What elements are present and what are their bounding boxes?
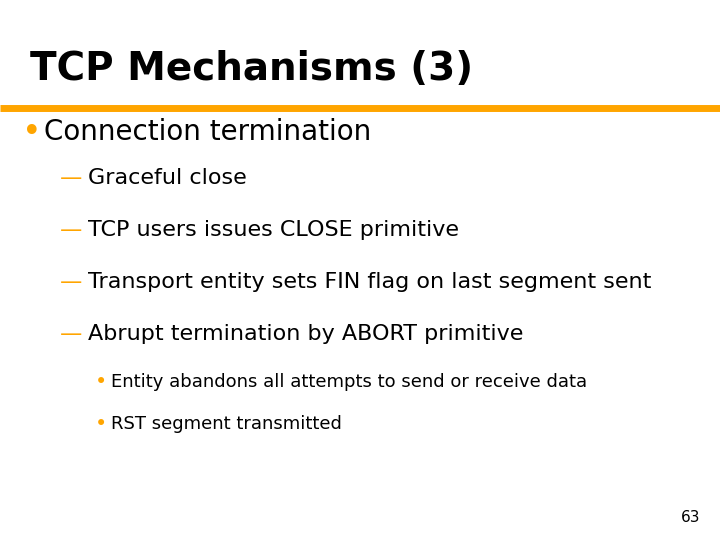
Text: Connection termination: Connection termination [44, 118, 372, 146]
Text: •: • [22, 116, 42, 148]
Text: •: • [95, 372, 107, 392]
Text: —: — [60, 272, 82, 292]
Text: TCP Mechanisms (3): TCP Mechanisms (3) [30, 50, 473, 88]
Text: Entity abandons all attempts to send or receive data: Entity abandons all attempts to send or … [111, 373, 587, 391]
Text: —: — [60, 168, 82, 188]
Text: Graceful close: Graceful close [88, 168, 247, 188]
Text: 63: 63 [680, 510, 700, 525]
Text: TCP users issues CLOSE primitive: TCP users issues CLOSE primitive [88, 220, 459, 240]
Text: RST segment transmitted: RST segment transmitted [111, 415, 342, 433]
Text: •: • [95, 414, 107, 434]
Text: Abrupt termination by ABORT primitive: Abrupt termination by ABORT primitive [88, 324, 523, 344]
Text: Transport entity sets FIN flag on last segment sent: Transport entity sets FIN flag on last s… [88, 272, 652, 292]
Text: —: — [60, 324, 82, 344]
Text: —: — [60, 220, 82, 240]
